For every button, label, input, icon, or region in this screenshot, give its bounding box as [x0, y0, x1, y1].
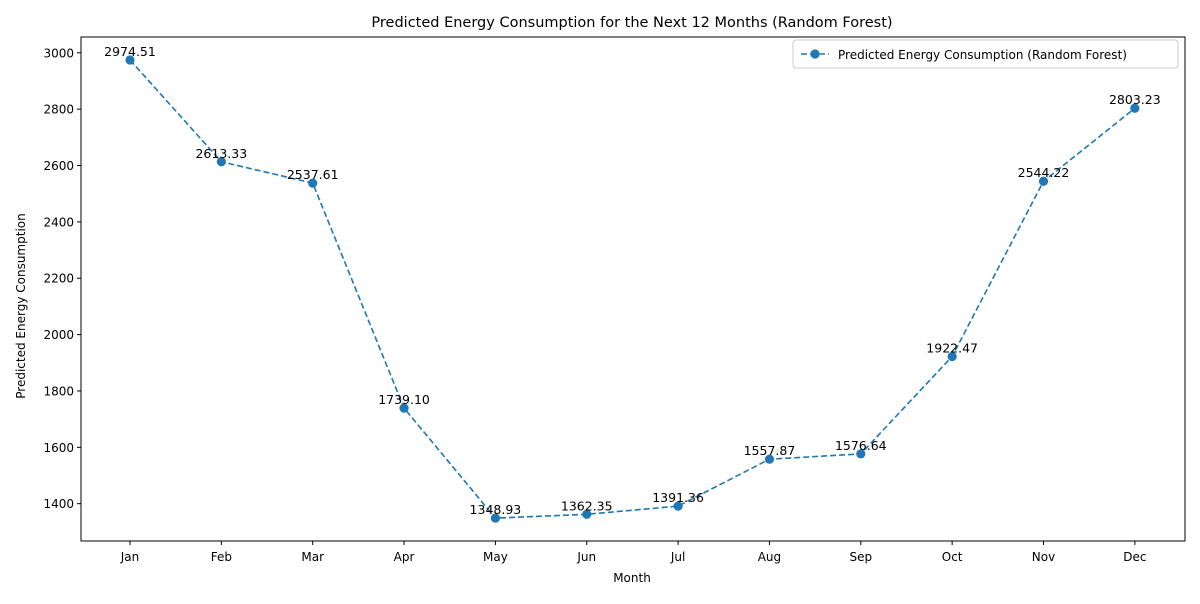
x-tick-label: Mar — [301, 550, 324, 564]
data-point-marker — [490, 513, 500, 523]
data-label: 2803.23 — [1109, 92, 1161, 107]
data-label: 1391.36 — [652, 490, 704, 505]
data-point-marker — [856, 449, 866, 459]
data-label: 1557.87 — [744, 443, 796, 458]
data-label: 1576.64 — [835, 438, 887, 453]
y-tick-label: 1600 — [43, 441, 74, 455]
data-point-marker — [125, 55, 135, 65]
y-tick-label: 2800 — [43, 103, 74, 117]
x-tick-label: May — [483, 550, 508, 564]
data-point-marker — [399, 403, 409, 413]
series-layer — [125, 55, 1140, 523]
data-label: 1362.35 — [561, 498, 613, 513]
data-label: 2537.61 — [287, 167, 339, 182]
legend: Predicted Energy Consumption (Random For… — [792, 39, 1179, 69]
data-label: 1348.93 — [470, 502, 522, 517]
data-labels-layer: 2974.51 2613.33 2537.61 1739.10 1348.93 1362.… — [104, 44, 1161, 517]
x-tick-label: Jun — [576, 550, 596, 564]
legend-box — [792, 39, 1179, 69]
data-label: 2544.22 — [1018, 165, 1070, 180]
data-label: 1922.47 — [926, 340, 978, 355]
data-point-marker — [947, 351, 957, 362]
x-tick-label: Feb — [211, 550, 232, 564]
x-tick-label: Jul — [670, 550, 685, 564]
plot-frame — [80, 36, 1186, 542]
y-axis-label: Predicted Energy Consumption — [14, 213, 28, 398]
x-tick-label: Nov — [1032, 550, 1055, 564]
y-tick-label: 1400 — [43, 497, 74, 511]
x-tick-label: Sep — [849, 550, 872, 564]
data-point-marker — [216, 157, 226, 167]
x-tick-label: Apr — [394, 550, 415, 564]
x-tick-label: Oct — [942, 550, 963, 564]
data-label: 1739.10 — [378, 392, 430, 407]
x-tick-label: Jan — [120, 550, 140, 564]
data-point-marker — [1038, 176, 1049, 186]
y-tick-label: 2200 — [43, 272, 74, 286]
legend-marker-swatch — [810, 49, 820, 59]
data-point-marker — [673, 501, 683, 511]
x-tick-label: Dec — [1123, 550, 1146, 564]
x-tick-label: Aug — [758, 550, 781, 564]
data-point-marker — [1130, 103, 1140, 113]
y-tick-label: 2600 — [43, 159, 74, 173]
data-label: 2613.33 — [195, 146, 247, 161]
data-point-marker — [308, 178, 318, 188]
y-tick-label: 2400 — [43, 215, 74, 229]
series-line — [129, 59, 1136, 519]
legend-label: Predicted Energy Consumption (Random For… — [838, 48, 1127, 62]
axes: 1400 1600 1800 2000 2200 2400 2600 2800 3000 Jan F… — [43, 36, 1186, 564]
y-tick-label: 1800 — [43, 384, 74, 398]
chart-title: Predicted Energy Consumption for the Nex… — [371, 15, 892, 31]
data-point-marker — [582, 509, 592, 519]
x-axis-label: Month — [613, 571, 651, 585]
data-point-marker — [764, 454, 775, 464]
data-label: 2974.51 — [104, 44, 156, 59]
y-tick-label: 3000 — [43, 46, 74, 60]
y-tick-label: 2000 — [43, 328, 74, 342]
